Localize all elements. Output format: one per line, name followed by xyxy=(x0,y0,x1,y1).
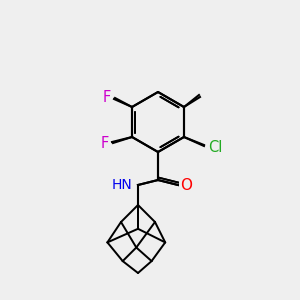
Text: HN: HN xyxy=(111,178,132,192)
Text: F: F xyxy=(103,89,111,104)
Text: HN: HN xyxy=(112,178,133,192)
Text: Cl: Cl xyxy=(207,139,221,154)
Text: O: O xyxy=(180,178,192,193)
Text: F: F xyxy=(103,91,111,106)
Text: F: F xyxy=(101,136,109,151)
Text: O: O xyxy=(180,178,192,193)
Text: F: F xyxy=(101,136,109,152)
Text: Cl: Cl xyxy=(208,140,222,154)
